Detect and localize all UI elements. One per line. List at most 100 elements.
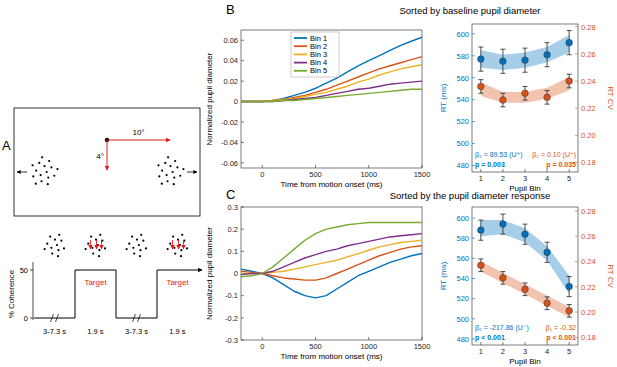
motion-dot	[140, 234, 142, 236]
stimulus-icon	[167, 234, 189, 258]
tick-label: 0.2	[228, 225, 238, 234]
motion-dot	[90, 235, 92, 237]
tick	[315, 337, 316, 340]
error-bar	[545, 91, 550, 105]
motion-dot	[180, 249, 182, 251]
tick	[368, 165, 369, 168]
motion-dot	[173, 183, 175, 185]
tick-label: 560	[456, 74, 469, 83]
label: 0	[24, 314, 28, 323]
error-cap	[567, 304, 572, 305]
motion-arrow	[187, 172, 197, 173]
motion-dot	[58, 234, 60, 236]
label: 1.9 s	[169, 327, 186, 336]
tick	[241, 162, 244, 163]
tick	[241, 229, 244, 230]
error-bar	[567, 74, 572, 88]
tick-label: 580	[456, 234, 469, 243]
tick	[547, 342, 548, 345]
tick-label: 1	[479, 347, 483, 356]
annotation: p = 0.003	[475, 161, 505, 169]
tick	[575, 286, 578, 287]
error-cap	[523, 48, 528, 49]
tick-label: 0.06	[223, 36, 238, 45]
step-level	[34, 318, 75, 319]
annotation: β₂ = 0.10 (U⁺)	[532, 151, 576, 159]
tick	[472, 77, 475, 78]
motion-dot	[166, 174, 168, 176]
tick	[30, 318, 33, 319]
motion-dot	[47, 183, 49, 185]
motion-dot	[57, 255, 59, 257]
coherent-arrow	[96, 240, 97, 249]
tick-label: 1000	[360, 342, 377, 351]
tick-label: 0.20	[581, 131, 596, 140]
motion-dot	[43, 165, 45, 167]
motion-dot	[176, 166, 178, 168]
tick-label: 0.20	[581, 308, 596, 317]
tick-label: 4	[545, 347, 549, 356]
error-cap	[545, 42, 550, 43]
tick-label: 0.26	[581, 232, 596, 241]
tick	[480, 169, 481, 172]
step-level	[157, 270, 202, 271]
step-edge	[157, 270, 158, 318]
axis-break	[56, 314, 59, 322]
tick	[472, 278, 475, 279]
label: Target	[166, 278, 189, 287]
motion-dot	[44, 248, 46, 250]
error-cap	[478, 79, 483, 80]
point	[566, 78, 573, 85]
axis-title: RT (ms)	[439, 261, 448, 290]
legend-label: Bin 5	[310, 66, 327, 75]
motion-dot	[40, 180, 42, 182]
tick-label: 0.04	[223, 56, 238, 65]
tick-label: -0.1	[225, 291, 238, 300]
tick-label: 0.02	[223, 77, 238, 86]
tick-label: 0.18	[581, 158, 596, 167]
tick	[241, 207, 244, 208]
motion-dot	[174, 160, 176, 162]
error-cap	[478, 71, 483, 72]
tick	[472, 218, 475, 219]
point	[522, 90, 529, 97]
title: Sorted by baseline pupil diameter	[399, 5, 540, 16]
error-cap	[545, 262, 550, 263]
error-cap	[500, 49, 505, 50]
tick-label: 480	[456, 161, 469, 170]
error-cap	[545, 309, 550, 310]
motion-arrow	[17, 172, 27, 173]
error-cap	[545, 90, 550, 91]
annotation: β₂ = -217.86 (U⁻)	[475, 324, 529, 332]
stimulus-icon	[44, 234, 66, 258]
axis-line	[33, 262, 34, 320]
motion-dot	[53, 175, 55, 177]
motion-dot	[172, 171, 174, 173]
motion-dot	[49, 235, 51, 237]
annotation: p < 0.001	[546, 334, 576, 342]
tick-label: 5	[567, 347, 571, 356]
point	[522, 231, 529, 238]
plot-frame	[241, 207, 422, 340]
axis-title: Pupil Bin	[509, 357, 541, 366]
error-bar	[523, 283, 528, 296]
tick-label: 580	[456, 52, 469, 61]
tick	[480, 342, 481, 345]
offset-arrow	[107, 140, 170, 141]
tick-label: 560	[456, 254, 469, 263]
tick	[262, 337, 263, 340]
legend: Bin 1Bin 2Bin 3Bin 4Bin 5	[291, 32, 339, 77]
tick-label: 0	[260, 170, 264, 179]
motion-dot	[167, 156, 169, 158]
error-bar	[567, 304, 572, 317]
tick	[575, 312, 578, 313]
tick-label: 0	[234, 97, 238, 106]
error-cap	[523, 86, 528, 87]
figure: A10°4°% Coherence0503-7.3 sTarget1.9 s3-…	[0, 0, 617, 367]
annotation: β₂ = 89.53 (U⁺)	[475, 151, 523, 159]
motion-dot	[166, 180, 168, 182]
motion-dot	[98, 249, 100, 251]
motion-dot	[56, 244, 58, 246]
motion-dot	[180, 255, 182, 257]
error-cap	[500, 284, 505, 285]
